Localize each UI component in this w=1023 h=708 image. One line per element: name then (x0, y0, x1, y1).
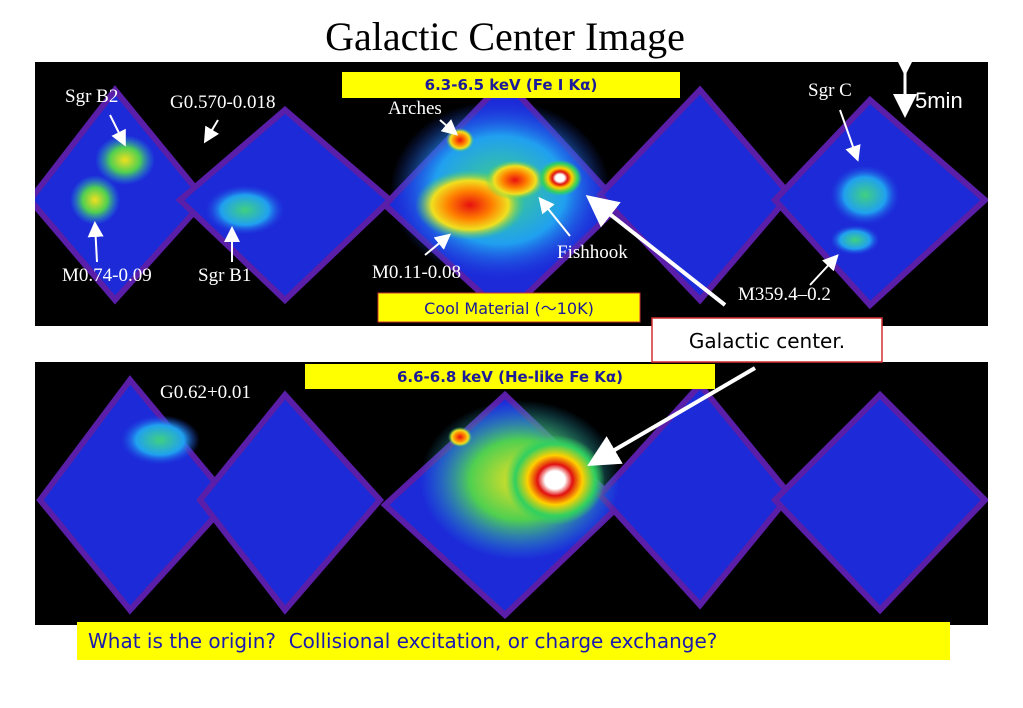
source-label: M359.4–0.2 (738, 284, 831, 305)
arrow (203, 119, 220, 144)
tile (770, 390, 988, 615)
source-label: Sgr B1 (198, 265, 251, 286)
source-label: M0.11-0.08 (372, 262, 461, 283)
arrow (809, 254, 839, 286)
callout-box (651, 317, 883, 363)
blob (70, 175, 120, 225)
blob (830, 225, 880, 255)
blob (120, 415, 200, 465)
note: Cool Material (～10K) (424, 299, 594, 318)
arrow (109, 114, 126, 147)
blob (485, 160, 545, 200)
source-label: Fishhook (557, 242, 628, 263)
source-label: G0.62+0.01 (160, 382, 251, 403)
question-box (77, 622, 950, 660)
note-box (377, 292, 641, 323)
blob (505, 435, 605, 525)
question: What is the origin? Collisional excitati… (88, 629, 717, 653)
band-label-box (305, 364, 715, 389)
pointer-arrows (87, 109, 861, 432)
blob (95, 135, 155, 185)
scale-label: 5min (915, 88, 963, 113)
xray-image (35, 75, 988, 320)
source-label: Sgr B2 (65, 86, 118, 107)
arrow (87, 221, 104, 263)
callout: Galactic center. (689, 329, 845, 353)
title: Galactic Center Image (325, 14, 685, 59)
source-label: Sgr C (808, 80, 852, 101)
band-label-box (342, 72, 680, 98)
tile (196, 390, 385, 615)
band-label: 6.3-6.5 keV (Fe I Kα) (425, 76, 598, 94)
source-label: Arches (388, 98, 442, 119)
arrow (424, 233, 452, 256)
blob (538, 160, 582, 196)
blob (446, 128, 474, 152)
callout-arrow (587, 366, 757, 467)
source-label: G0.570-0.018 (170, 92, 276, 113)
xray-image (36, 375, 988, 620)
blob (448, 427, 472, 447)
arrow (439, 119, 459, 136)
arrow (839, 109, 861, 162)
arrow (538, 196, 571, 237)
callout-arrow (585, 195, 727, 307)
blob (205, 185, 285, 235)
blob (830, 165, 900, 225)
source-label: M0.74-0.09 (62, 265, 152, 286)
band-label: 6.6-6.8 keV (He-like Fe Kα) (397, 368, 623, 386)
